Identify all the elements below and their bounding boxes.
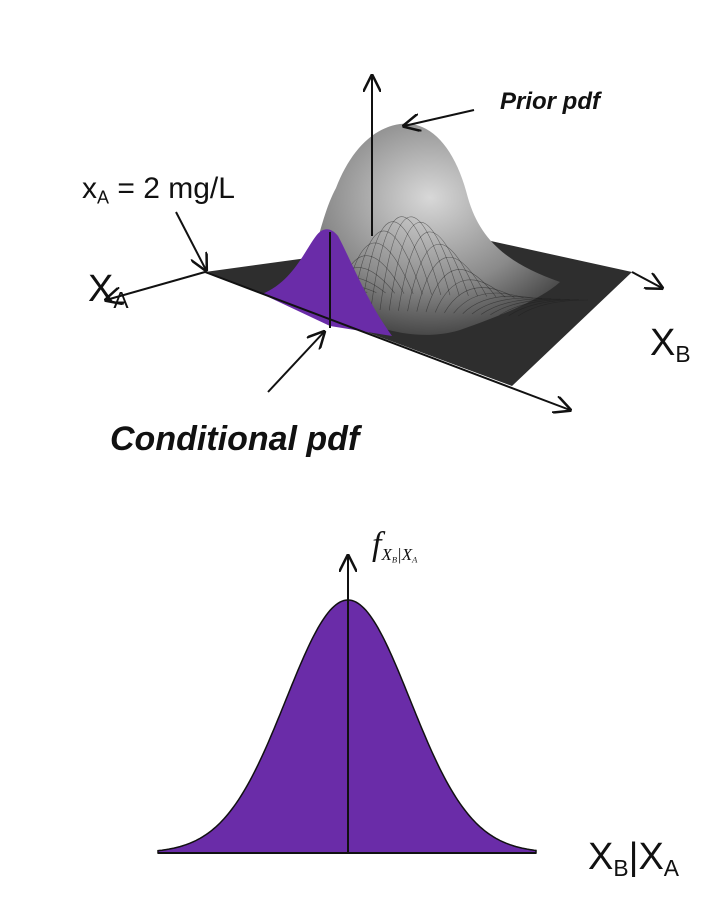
f-sub-x: X bbox=[381, 545, 392, 565]
mesh-line bbox=[388, 222, 460, 311]
f-sub-sep: |X bbox=[397, 545, 413, 565]
cond-axis-a-sub: A bbox=[663, 854, 680, 881]
axis-xa-label: XA bbox=[88, 268, 129, 314]
axis-xa-line bbox=[106, 271, 206, 300]
prior-pdf-label: Prior pdf bbox=[500, 88, 600, 115]
f-sub-b: B bbox=[391, 554, 398, 565]
mesh-line bbox=[453, 292, 524, 314]
axis-xb-main: X bbox=[650, 322, 676, 364]
observation-label: xA = 2 mg/L bbox=[82, 172, 235, 208]
mesh-line bbox=[481, 298, 552, 315]
mesh-line bbox=[490, 298, 561, 316]
observation-suffix: = 2 mg/L bbox=[109, 172, 235, 205]
axis-xb-label: XB bbox=[650, 322, 691, 368]
axis-xa-main: X bbox=[88, 268, 114, 310]
mesh-line bbox=[425, 269, 497, 313]
mesh-line bbox=[462, 295, 533, 314]
mesh-line bbox=[407, 244, 478, 312]
axis-front-line bbox=[204, 271, 570, 410]
mesh-line bbox=[471, 297, 543, 315]
mesh-line bbox=[361, 221, 432, 310]
mesh-line bbox=[517, 299, 589, 317]
conditional-slice bbox=[262, 229, 392, 336]
conditional-pointer-arrow bbox=[267, 332, 324, 393]
conditional-axis-label: XB|XA bbox=[588, 836, 679, 882]
axis-xb-sub: B bbox=[675, 340, 691, 367]
cond-axis-b-sub: B bbox=[613, 854, 629, 881]
axis-xa-sub: A bbox=[113, 286, 129, 313]
mesh-line bbox=[508, 299, 579, 316]
prior-pdf-surface bbox=[300, 123, 560, 335]
f-main: f bbox=[372, 526, 382, 563]
cond-axis-sep: |X bbox=[628, 836, 664, 878]
f-label: fXB|XA bbox=[372, 526, 417, 565]
f-sub-a: A bbox=[412, 554, 418, 565]
mesh-line bbox=[499, 299, 570, 316]
prior-pointer-arrow bbox=[404, 109, 475, 126]
observation-pointer-arrow bbox=[175, 211, 206, 270]
conditional-pdf-label: Conditional pdf bbox=[110, 420, 360, 458]
cond-axis-main: X bbox=[588, 836, 614, 878]
observation-prefix: x bbox=[82, 172, 97, 205]
mesh-line bbox=[416, 256, 488, 312]
mesh-line bbox=[379, 216, 451, 311]
mesh-line bbox=[370, 216, 442, 310]
axis-xb-line bbox=[631, 271, 662, 288]
mesh-line bbox=[444, 287, 515, 313]
observation-sub: A bbox=[97, 187, 110, 208]
